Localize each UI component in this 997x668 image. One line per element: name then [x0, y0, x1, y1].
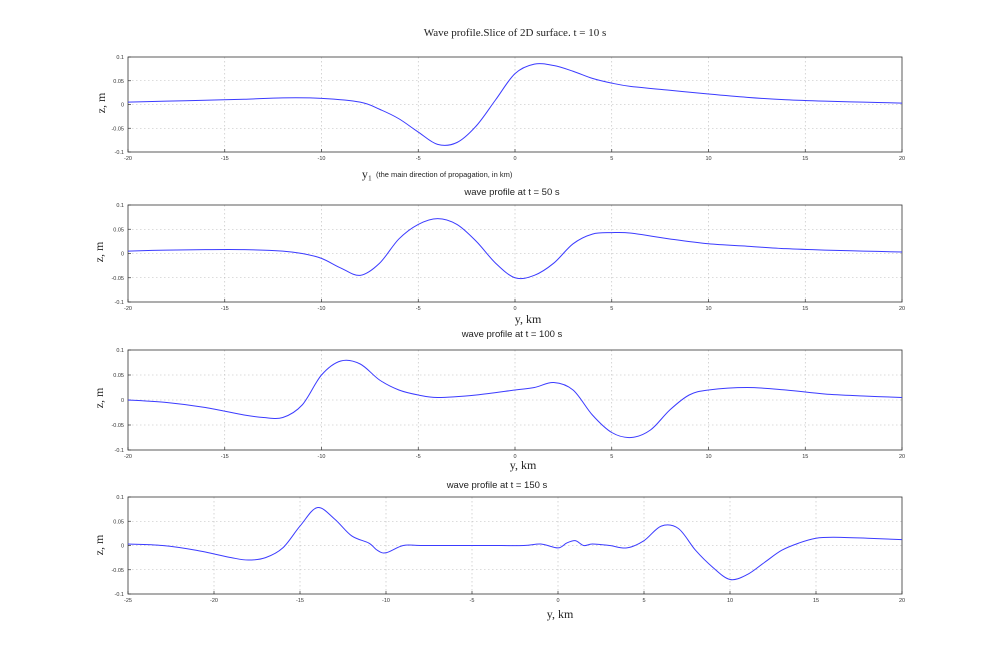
- y-tick-label: 0.05: [113, 519, 124, 525]
- x-tick-label: 10: [705, 156, 711, 162]
- x-tick-label: 15: [813, 598, 819, 604]
- y-tick-label: -0.05: [111, 423, 124, 429]
- panel-1-xlabel-note: (the main direction of propagation, in k…: [376, 170, 513, 179]
- series-line: [127, 507, 903, 581]
- y-tick-label: -0.1: [115, 592, 124, 598]
- panel-4-title: wave profile at t = 150 s: [446, 480, 548, 491]
- y-tick-label: -0.05: [111, 126, 124, 132]
- panel-2-ylabel: z, m: [92, 241, 106, 262]
- x-tick-label: 5: [642, 598, 645, 604]
- x-tick-label: 0: [513, 306, 516, 312]
- x-tick-label: 10: [705, 306, 711, 312]
- x-tick-label: 20: [899, 306, 905, 312]
- y-tick-label: -0.1: [115, 448, 124, 454]
- y-tick-label: 0: [121, 544, 124, 550]
- x-tick-label: 5: [610, 156, 613, 162]
- panel-2-xlabel: y, km: [515, 312, 542, 326]
- x-tick-label: -15: [221, 306, 229, 312]
- x-tick-label: -5: [416, 306, 421, 312]
- panel-1-plot: -20 -15 -10 -5 0 5 10 15 20 0.1 0.05 0 -0.05 -0.1: [111, 55, 905, 162]
- x-tick-label: 20: [899, 454, 905, 460]
- x-tick-label: -5: [470, 598, 475, 604]
- x-tick-label: -10: [318, 454, 326, 460]
- y-tick-label: -0.05: [111, 276, 124, 282]
- panel-3-plot: -20 -15 -10 -5 0 5 10 15 20 0.1 0.05 0 -0.05 -0.1: [111, 348, 905, 460]
- panel-4-ylabel: z, m: [92, 534, 106, 555]
- x-tick-label: 20: [899, 156, 905, 162]
- x-tick-label: -15: [221, 156, 229, 162]
- x-tick-label: 15: [802, 454, 808, 460]
- panel-3-ylabel: z, m: [92, 387, 106, 408]
- x-tick-label: 15: [802, 156, 808, 162]
- panel-2-plot: -20 -15 -10 -5 0 5 10 15 20 0.1 0.05 0 -0.05 -0.1: [111, 203, 905, 312]
- panel-4-xlabel: y, km: [547, 607, 574, 621]
- x-tick-label: -15: [221, 454, 229, 460]
- x-tick-label: 10: [705, 454, 711, 460]
- x-tick-label: -20: [210, 598, 218, 604]
- y-tick-label: 0.05: [113, 373, 124, 379]
- x-tick-label: 5: [610, 306, 613, 312]
- y-tick-label: 0.1: [116, 348, 124, 354]
- y-tick-label: 0.05: [113, 79, 124, 85]
- y-tick-label: 0.1: [116, 495, 124, 501]
- y-tick-label: 0: [121, 398, 124, 404]
- series-line: [127, 359, 903, 439]
- y-tick-label: 0.05: [113, 227, 124, 233]
- panel-3-title: wave profile at t = 100 s: [461, 329, 563, 340]
- y-tick-label: 0: [121, 252, 124, 258]
- x-tick-label: -10: [318, 156, 326, 162]
- x-tick-label: -5: [416, 156, 421, 162]
- x-tick-label: -20: [124, 454, 132, 460]
- x-tick-label: -20: [124, 306, 132, 312]
- y-tick-label: 0: [121, 103, 124, 109]
- y-tick-label: -0.1: [115, 300, 124, 306]
- x-tick-label: 0: [513, 454, 516, 460]
- x-tick-label: 5: [610, 454, 613, 460]
- panel-1-title: Wave profile.Slice of 2D surface. t = 10…: [424, 27, 606, 39]
- x-tick-label: 0: [556, 598, 559, 604]
- y-tick-label: -0.1: [115, 150, 124, 156]
- x-tick-label: -10: [382, 598, 390, 604]
- panel-4-plot: -25 -20 -15 -10 -5 0 5 10 15 20 0.1 0.05 0 -0.05 -0.1: [111, 495, 905, 604]
- series-line: [127, 63, 903, 146]
- y-tick-label: -0.05: [111, 568, 124, 574]
- panel-1-ylabel: z, m: [94, 92, 108, 113]
- x-tick-label: -5: [416, 454, 421, 460]
- x-tick-label: 0: [513, 156, 516, 162]
- x-tick-label: -10: [318, 306, 326, 312]
- x-tick-label: -25: [124, 598, 132, 604]
- panel-2-title: wave profile at t = 50 s: [463, 187, 560, 198]
- panel-1-xlabel-main: y₁: [362, 167, 372, 181]
- panel-3-xlabel: y, km: [510, 458, 537, 472]
- x-tick-label: 20: [899, 598, 905, 604]
- x-tick-label: -20: [124, 156, 132, 162]
- y-tick-label: 0.1: [116, 203, 124, 209]
- x-tick-label: 10: [727, 598, 733, 604]
- series-line: [127, 218, 903, 280]
- y-tick-label: 0.1: [116, 55, 124, 61]
- x-tick-label: -15: [296, 598, 304, 604]
- x-tick-label: 15: [802, 306, 808, 312]
